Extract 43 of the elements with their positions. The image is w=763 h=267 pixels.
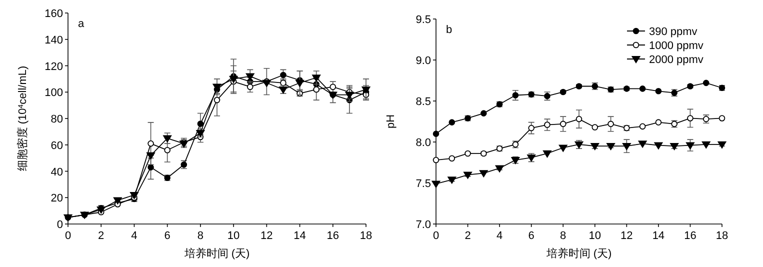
y-tick-label: 20 (50, 192, 63, 205)
y-tick-label: 40 (50, 166, 63, 178)
x-tick-label: 6 (164, 230, 170, 242)
x-tick-label: 2 (464, 230, 471, 242)
x-tick-label: 18 (360, 230, 372, 242)
x-tick-label: 12 (260, 230, 273, 242)
y-tick-label: 160 (44, 8, 63, 20)
x-tick-label: 2 (98, 230, 104, 242)
x-tick-label: 14 (294, 230, 306, 242)
y-axis-title: pH (385, 114, 397, 129)
y-tick-label: 8.5 (416, 96, 431, 108)
x-tick-label: 18 (716, 230, 728, 242)
x-tick-label: 10 (227, 230, 240, 242)
y-tick-label: 7.0 (416, 219, 431, 231)
x-tick-label: 12 (620, 230, 633, 242)
x-tick-label: 14 (652, 230, 665, 242)
legend-label: 1000 ppmv (649, 40, 704, 52)
y-tick-label: 7.5 (416, 178, 431, 190)
legend-label: 2000 ppmv (649, 54, 704, 66)
x-tick-label: 16 (326, 230, 340, 242)
x-tick-label: 10 (588, 230, 602, 242)
x-tick-label: 8 (560, 230, 566, 242)
x-axis-title: 培养时间 (天) (183, 247, 250, 260)
x-axis-title: 培养时间 (天) (545, 247, 612, 260)
x-tick-label: 0 (64, 230, 72, 242)
y-tick-label: 60 (50, 140, 63, 152)
y-tick-label: 0 (56, 219, 63, 231)
x-tick-label: 0 (432, 230, 440, 242)
y-tick-label: 80 (50, 114, 63, 126)
annotation: a (78, 18, 85, 30)
x-tick-label: 16 (684, 230, 696, 242)
y-tick-label: 9.0 (416, 55, 431, 67)
annotation: b (446, 24, 452, 36)
x-tick-label: 6 (528, 230, 534, 242)
x-tick-label: 8 (197, 230, 204, 242)
y-tick-label: 140 (44, 34, 63, 46)
legend-label: 390 ppmv (649, 26, 698, 38)
y-tick-label: 100 (44, 87, 63, 100)
y-tick-label: 8.0 (416, 137, 431, 149)
x-tick-label: 4 (496, 230, 503, 242)
y-tick-label: 9.5 (416, 14, 431, 26)
x-tick-label: 4 (131, 230, 138, 242)
y-tick-label: 120 (44, 60, 63, 73)
